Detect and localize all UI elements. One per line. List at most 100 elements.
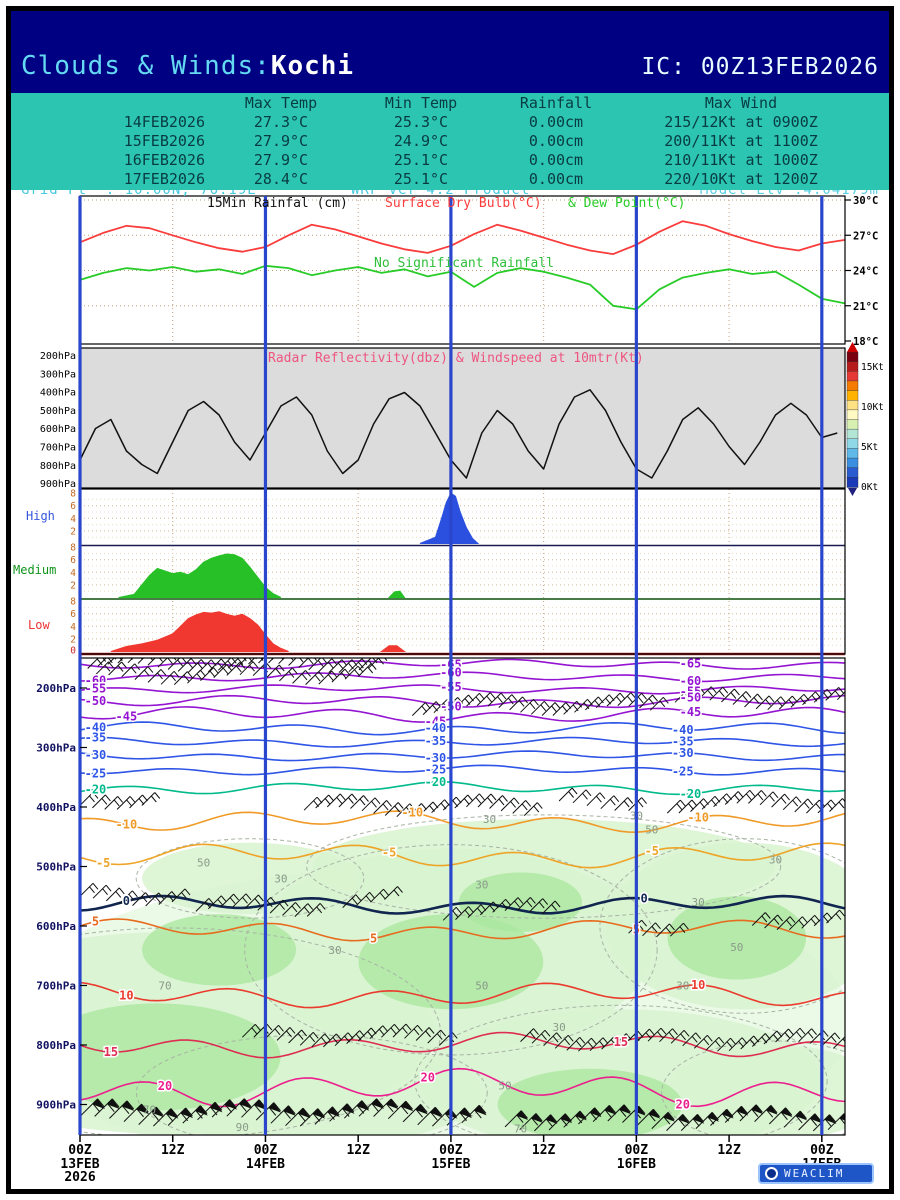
svg-text:200hPa: 200hPa xyxy=(36,682,76,695)
no-rainfall-note: No Significant Rainfall xyxy=(374,256,555,271)
svg-text:30: 30 xyxy=(328,944,341,957)
svg-text:10: 10 xyxy=(119,989,133,1003)
station-name: Kochi xyxy=(270,51,355,81)
svg-text:24°C: 24°C xyxy=(853,266,878,278)
col-max-temp: Max Temp xyxy=(244,94,318,112)
svg-text:-5: -5 xyxy=(96,856,110,870)
svg-text:200hPa: 200hPa xyxy=(40,351,76,362)
svg-text:50: 50 xyxy=(498,1079,511,1092)
svg-text:90: 90 xyxy=(236,1121,249,1134)
weaclim-logo-text: WEACLIM xyxy=(784,1167,845,1180)
svg-text:-20: -20 xyxy=(680,787,702,801)
svg-text:15: 15 xyxy=(104,1045,118,1059)
svg-text:30: 30 xyxy=(769,853,782,866)
svg-text:-50: -50 xyxy=(85,694,107,708)
svg-text:5: 5 xyxy=(370,932,377,946)
svg-text:0Kt: 0Kt xyxy=(861,482,878,493)
svg-text:600hPa: 600hPa xyxy=(40,424,76,435)
svg-text:-45: -45 xyxy=(680,705,702,719)
svg-text:-30: -30 xyxy=(85,748,107,762)
svg-text:-25: -25 xyxy=(85,767,107,781)
svg-text:12Z: 12Z xyxy=(346,1143,370,1158)
table-row: 15FEB2026 27.9°C 24.9°C 0.00cm 200/11Kt … xyxy=(123,132,818,150)
col-max-wind: Max Wind xyxy=(704,94,778,112)
svg-text:-10: -10 xyxy=(116,818,138,832)
svg-text:-45: -45 xyxy=(425,714,447,728)
cloud-label-low: Low xyxy=(28,618,50,632)
svg-text:500hPa: 500hPa xyxy=(40,406,76,417)
svg-text:15FEB: 15FEB xyxy=(431,1157,470,1172)
svg-text:-25: -25 xyxy=(672,765,694,779)
svg-text:27°C: 27°C xyxy=(853,230,878,242)
weaclim-logo: WEACLIM xyxy=(758,1163,874,1184)
svg-text:400hPa: 400hPa xyxy=(40,388,76,399)
svg-text:6: 6 xyxy=(70,501,76,512)
table-header-row: Max Temp Min Temp Rainfall Max Wind xyxy=(11,94,889,113)
svg-text:50: 50 xyxy=(730,941,743,954)
svg-text:4: 4 xyxy=(70,568,76,579)
svg-text:10: 10 xyxy=(691,978,705,992)
svg-text:-5: -5 xyxy=(645,844,659,858)
svg-text:00Z: 00Z xyxy=(68,1143,92,1158)
svg-text:14FEB: 14FEB xyxy=(246,1157,285,1172)
svg-text:-40: -40 xyxy=(672,723,694,737)
svg-text:-10: -10 xyxy=(401,805,423,819)
svg-text:-25: -25 xyxy=(425,763,447,777)
svg-text:30: 30 xyxy=(475,878,488,891)
page-title: Clouds & Winds:Kochi xyxy=(21,51,355,81)
col-rainfall: Rainfall xyxy=(519,94,593,112)
svg-text:500hPa: 500hPa xyxy=(36,861,76,874)
svg-text:8: 8 xyxy=(70,489,76,500)
svg-text:4: 4 xyxy=(70,622,76,633)
legend-rainfall: 15Min Rainfal (cm) xyxy=(207,196,348,211)
svg-text:70: 70 xyxy=(143,1103,156,1116)
table-row: 16FEB2026 27.9°C 25.1°C 0.00cm 210/11Kt … xyxy=(123,151,818,169)
weaclim-logo-icon xyxy=(765,1167,778,1180)
forecast-summary-table: Max Temp Min Temp Rainfall Max Wind 14FE… xyxy=(11,93,889,190)
legend-dewpoint: & Dew Point(°C) xyxy=(568,196,686,211)
svg-text:-30: -30 xyxy=(425,751,447,765)
table-row: 14FEB2026 27.3°C 25.3°C 0.00cm 215/12Kt … xyxy=(123,113,818,131)
cloud-label-high: High xyxy=(26,509,55,523)
svg-text:400hPa: 400hPa xyxy=(36,801,76,814)
header: Clouds & Winds:Kochi IC: 00Z13FEB2026 La… xyxy=(11,11,889,198)
svg-text:13FEB: 13FEB xyxy=(60,1157,99,1172)
svg-text:0: 0 xyxy=(640,892,647,906)
svg-text:6: 6 xyxy=(70,555,76,566)
svg-text:-30: -30 xyxy=(672,746,694,760)
svg-text:800hPa: 800hPa xyxy=(36,1039,76,1052)
svg-text:-65: -65 xyxy=(680,657,702,671)
svg-text:-35: -35 xyxy=(85,730,107,744)
svg-text:2026: 2026 xyxy=(64,1170,95,1185)
svg-text:50: 50 xyxy=(645,824,658,837)
svg-text:30: 30 xyxy=(552,1021,565,1034)
svg-text:30: 30 xyxy=(483,813,496,826)
svg-text:800hPa: 800hPa xyxy=(40,461,76,472)
svg-text:15: 15 xyxy=(614,1035,628,1049)
svg-text:21°C: 21°C xyxy=(853,301,878,313)
svg-text:30: 30 xyxy=(676,980,689,993)
svg-text:12Z: 12Z xyxy=(161,1143,185,1158)
svg-text:8: 8 xyxy=(70,543,76,554)
svg-text:12Z: 12Z xyxy=(717,1143,741,1158)
svg-text:0: 0 xyxy=(70,646,76,657)
svg-text:30: 30 xyxy=(274,872,287,885)
svg-text:-40: -40 xyxy=(425,721,447,735)
svg-text:-35: -35 xyxy=(425,734,447,748)
svg-text:-20: -20 xyxy=(85,782,107,796)
svg-text:6: 6 xyxy=(70,609,76,620)
svg-text:15Kt: 15Kt xyxy=(861,362,884,373)
svg-text:600hPa: 600hPa xyxy=(36,920,76,933)
init-condition: IC: 00Z13FEB2026 xyxy=(641,54,879,80)
svg-text:2: 2 xyxy=(70,634,76,645)
svg-text:8: 8 xyxy=(70,597,76,608)
svg-text:50: 50 xyxy=(475,980,488,993)
cloud-label-medium: Medium xyxy=(13,563,57,577)
legend-drybulb: Surface Dry Bulb(°C) xyxy=(385,196,542,211)
svg-text:00Z: 00Z xyxy=(254,1143,278,1158)
svg-text:700hPa: 700hPa xyxy=(40,443,76,454)
svg-text:50: 50 xyxy=(197,856,210,869)
svg-text:18°C: 18°C xyxy=(853,336,878,348)
